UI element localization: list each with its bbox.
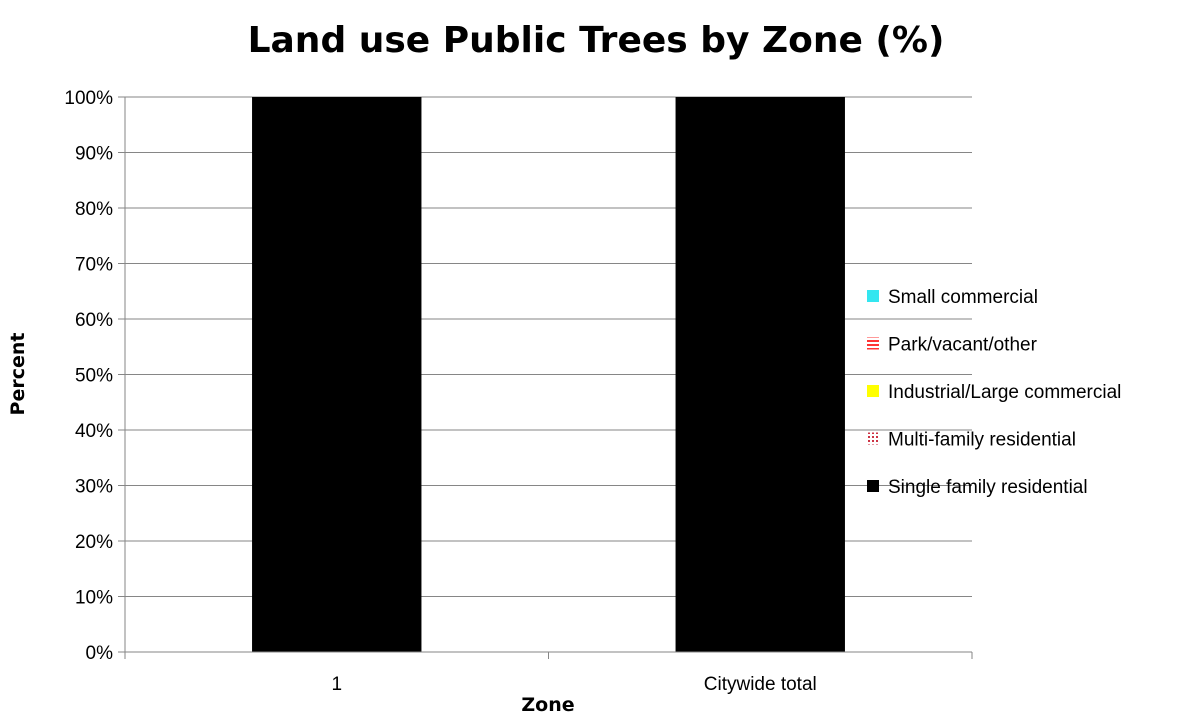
y-tick-label: 60%	[75, 310, 113, 331]
legend-swatch	[867, 337, 879, 350]
legend-label: Park/vacant/other	[888, 335, 1038, 356]
y-tick-label: 70%	[75, 255, 113, 276]
x-tick-label: 1	[331, 674, 342, 695]
chart-title: Land use Public Trees by Zone (%)	[248, 20, 945, 61]
y-axis-title: Percent	[7, 333, 29, 416]
y-tick-label: 20%	[75, 532, 113, 553]
legend: Small commercial Park/vacant/other Industr…	[867, 287, 1121, 498]
y-tick-label: 30%	[75, 477, 113, 498]
y-tick-label: 40%	[75, 421, 113, 442]
y-tick-label: 90%	[75, 144, 113, 165]
bars	[252, 97, 845, 652]
y-tick-label: 10%	[75, 588, 113, 609]
legend-swatch	[867, 385, 879, 397]
bar	[675, 97, 845, 652]
legend-label: Multi-family residential	[888, 430, 1076, 451]
x-tick-label: Citywide total	[704, 674, 817, 695]
x-axis-title: Zone	[521, 694, 574, 716]
legend-label: Industrial/Large commercial	[888, 382, 1121, 403]
y-tick-label: 100%	[64, 88, 113, 109]
bar	[252, 97, 422, 652]
x-axis-ticks: 1 Citywide total	[124, 652, 973, 695]
legend-swatch	[867, 432, 879, 445]
y-tick-label: 80%	[75, 199, 113, 220]
legend-label: Single family residential	[888, 477, 1088, 498]
legend-label: Small commercial	[888, 287, 1038, 308]
y-tick-label: 0%	[86, 643, 114, 664]
y-axis-ticks: 0% 10% 20% 30% 40% 50% 60% 70% 80% 90% 100%	[64, 88, 125, 664]
y-tick-label: 50%	[75, 366, 113, 387]
legend-swatch	[867, 480, 879, 492]
legend-swatch	[867, 290, 879, 302]
